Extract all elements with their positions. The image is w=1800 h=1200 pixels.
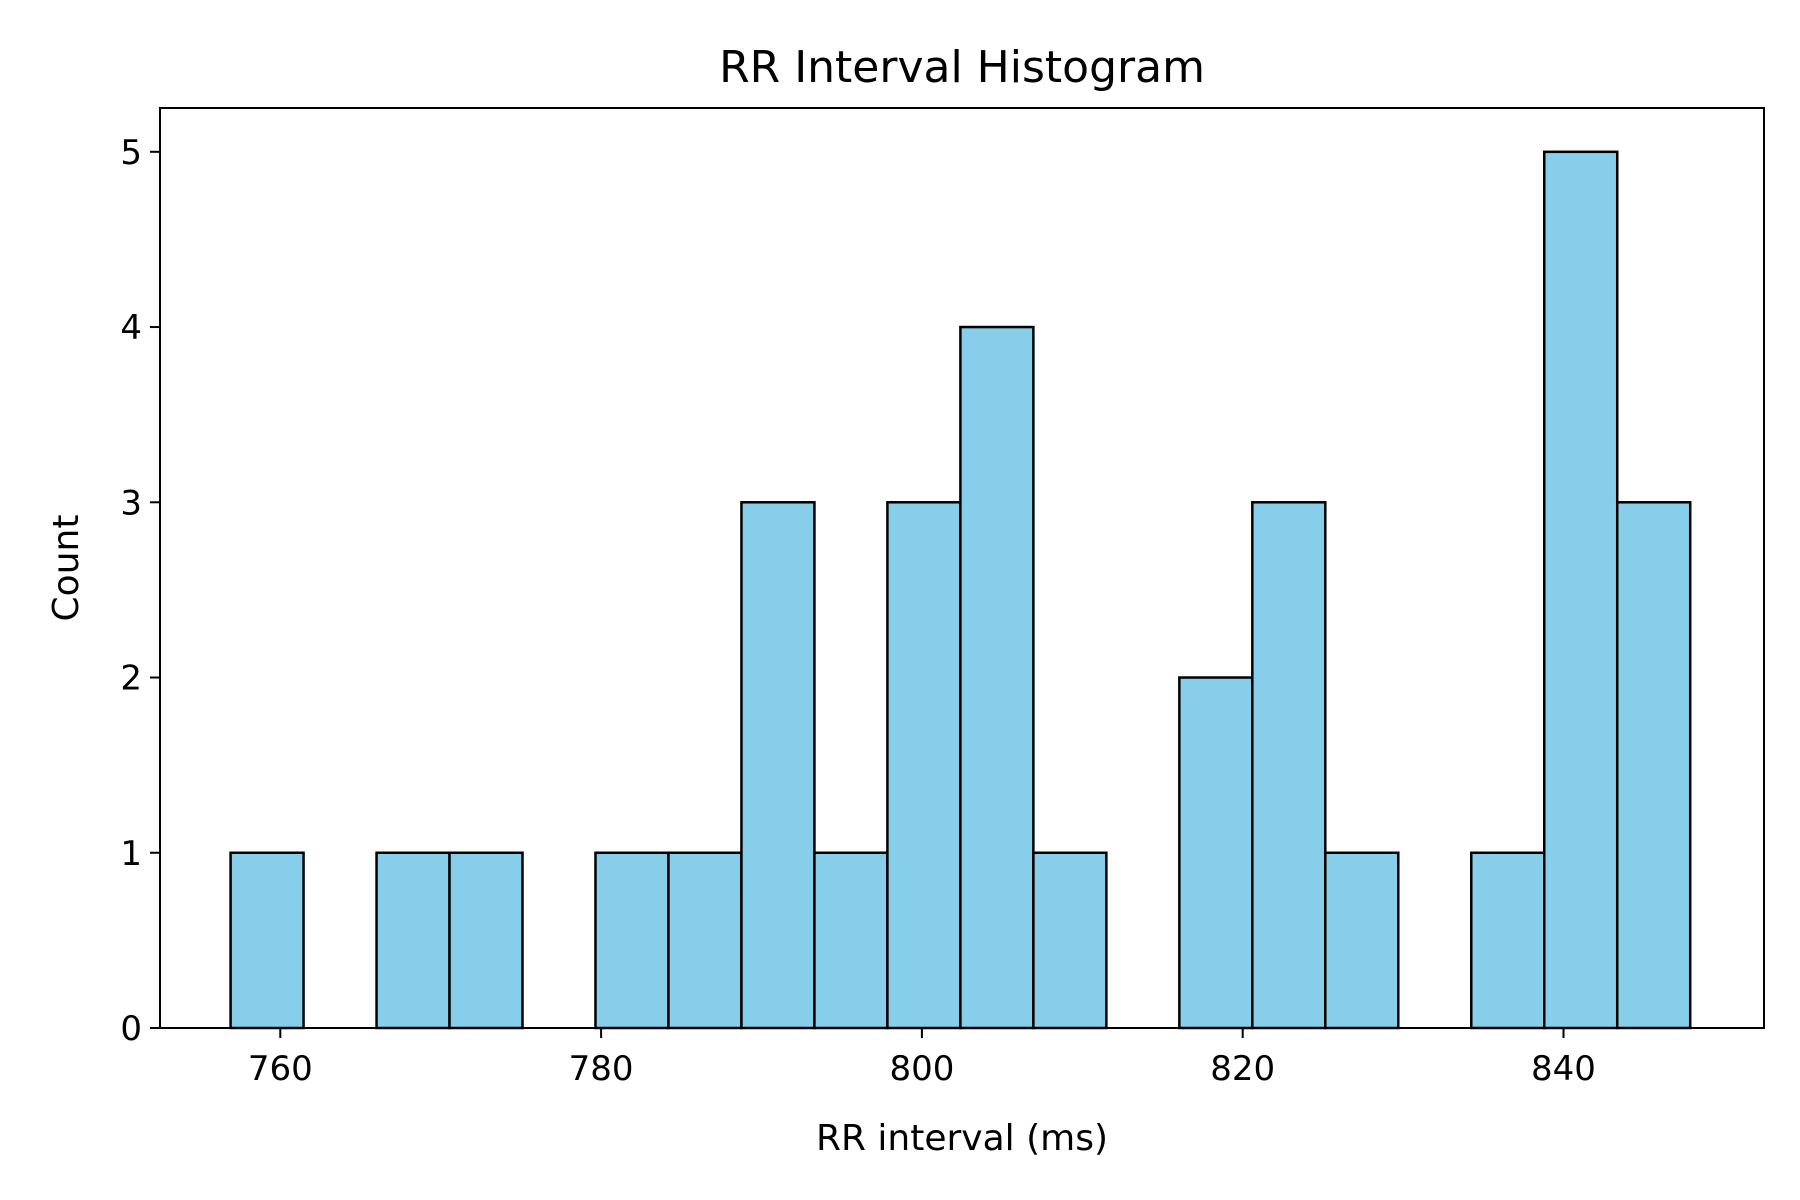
histogram-bar xyxy=(594,851,670,1030)
histogram-bar xyxy=(886,501,962,1030)
x-tick-label: 760 xyxy=(248,1049,313,1089)
histogram-bar xyxy=(1178,676,1254,1030)
histogram-bar xyxy=(229,851,305,1030)
x-tick-label: 840 xyxy=(1531,1049,1596,1089)
histogram-bar xyxy=(959,325,1035,1030)
chart-title: RR Interval Histogram xyxy=(719,42,1205,93)
histogram-bar xyxy=(813,851,889,1030)
histogram-bar xyxy=(1324,851,1400,1030)
y-tick-label: 3 xyxy=(120,483,142,523)
x-tick-label: 780 xyxy=(569,1049,634,1089)
histogram-bar xyxy=(1470,851,1546,1030)
histogram-bar xyxy=(1543,150,1619,1030)
y-tick-label: 2 xyxy=(120,659,142,699)
histogram-bar xyxy=(1615,501,1692,1030)
histogram-bar xyxy=(448,851,524,1030)
x-tick-label: 800 xyxy=(889,1049,954,1089)
y-axis-ticks: 0 1 2 3 4 5 xyxy=(120,133,160,1049)
y-tick-label: 1 xyxy=(120,834,142,874)
y-tick-label: 4 xyxy=(120,308,142,348)
x-axis-ticks: 760 780 800 820 840 xyxy=(248,1028,1596,1089)
bars-group xyxy=(229,150,1692,1030)
histogram-bar xyxy=(375,851,451,1030)
histogram-bar xyxy=(1032,851,1108,1030)
histogram-bar xyxy=(740,501,816,1030)
histogram-bar xyxy=(667,851,743,1030)
y-tick-label: 5 xyxy=(120,133,142,173)
x-axis-label: RR interval (ms) xyxy=(816,1118,1108,1159)
y-axis-label: Count xyxy=(46,515,87,622)
histogram-bar xyxy=(1251,501,1327,1030)
y-tick-label: 0 xyxy=(120,1009,142,1049)
x-tick-label: 820 xyxy=(1210,1049,1275,1089)
plot-frame xyxy=(159,107,1765,1029)
